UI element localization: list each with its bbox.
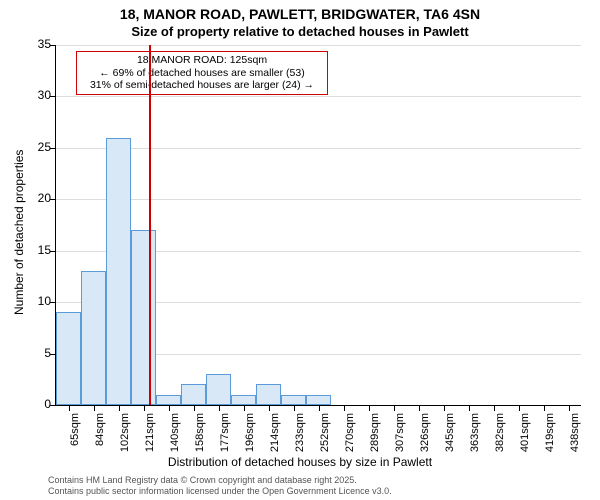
histogram-bar: [231, 395, 256, 405]
x-tick: [419, 405, 420, 411]
x-tick: [469, 405, 470, 411]
grid-line: [56, 148, 581, 149]
x-axis-title: Distribution of detached houses by size …: [0, 455, 600, 469]
x-tick: [69, 405, 70, 411]
annotation-line1: 18 MANOR ROAD: 125sqm: [81, 54, 323, 67]
x-tick: [569, 405, 570, 411]
y-axis-title: Number of detached properties: [12, 315, 28, 329]
y-tick-label: 35: [27, 37, 51, 51]
histogram-bar: [56, 312, 81, 405]
histogram-bar: [81, 271, 106, 405]
y-tick-label: 20: [27, 191, 51, 205]
x-tick: [244, 405, 245, 411]
y-tick-label: 15: [27, 243, 51, 257]
credits: Contains HM Land Registry data © Crown c…: [48, 475, 392, 496]
x-tick: [119, 405, 120, 411]
histogram-bar: [156, 395, 181, 405]
x-tick: [444, 405, 445, 411]
chart-title-line2: Size of property relative to detached ho…: [0, 24, 600, 39]
y-tick-label: 5: [27, 346, 51, 360]
x-tick: [494, 405, 495, 411]
page: 18, MANOR ROAD, PAWLETT, BRIDGWATER, TA6…: [0, 0, 600, 500]
annotation-line2: ← 69% of detached houses are smaller (53…: [81, 67, 323, 80]
grid-line: [56, 96, 581, 97]
credits-line1: Contains HM Land Registry data © Crown c…: [48, 475, 392, 485]
x-tick: [394, 405, 395, 411]
x-tick: [319, 405, 320, 411]
x-tick: [369, 405, 370, 411]
histogram-bar: [181, 384, 206, 405]
x-tick: [294, 405, 295, 411]
chart-plot-area: 18 MANOR ROAD: 125sqm ← 69% of detached …: [55, 45, 581, 406]
y-tick-label: 0: [27, 397, 51, 411]
y-axis-title-text: Number of detached properties: [12, 150, 26, 315]
annotation-box: 18 MANOR ROAD: 125sqm ← 69% of detached …: [76, 51, 328, 95]
chart-title-line1: 18, MANOR ROAD, PAWLETT, BRIDGWATER, TA6…: [0, 6, 600, 22]
x-tick: [194, 405, 195, 411]
y-tick-label: 10: [27, 294, 51, 308]
reference-line: [149, 45, 151, 405]
y-tick-label: 30: [27, 88, 51, 102]
credits-line2: Contains public sector information licen…: [48, 486, 392, 496]
histogram-bar: [281, 395, 306, 405]
y-tick-label: 25: [27, 140, 51, 154]
x-tick: [169, 405, 170, 411]
histogram-bar: [256, 384, 281, 405]
histogram-bar: [206, 374, 231, 405]
grid-line: [56, 199, 581, 200]
x-tick: [344, 405, 345, 411]
x-tick: [544, 405, 545, 411]
x-tick: [519, 405, 520, 411]
annotation-line3: 31% of semi-detached houses are larger (…: [81, 79, 323, 92]
histogram-bar: [131, 230, 156, 405]
grid-line: [56, 45, 581, 46]
x-tick: [269, 405, 270, 411]
histogram-bar: [306, 395, 331, 405]
x-tick: [94, 405, 95, 411]
x-tick: [219, 405, 220, 411]
histogram-bar: [106, 138, 131, 405]
x-tick: [144, 405, 145, 411]
